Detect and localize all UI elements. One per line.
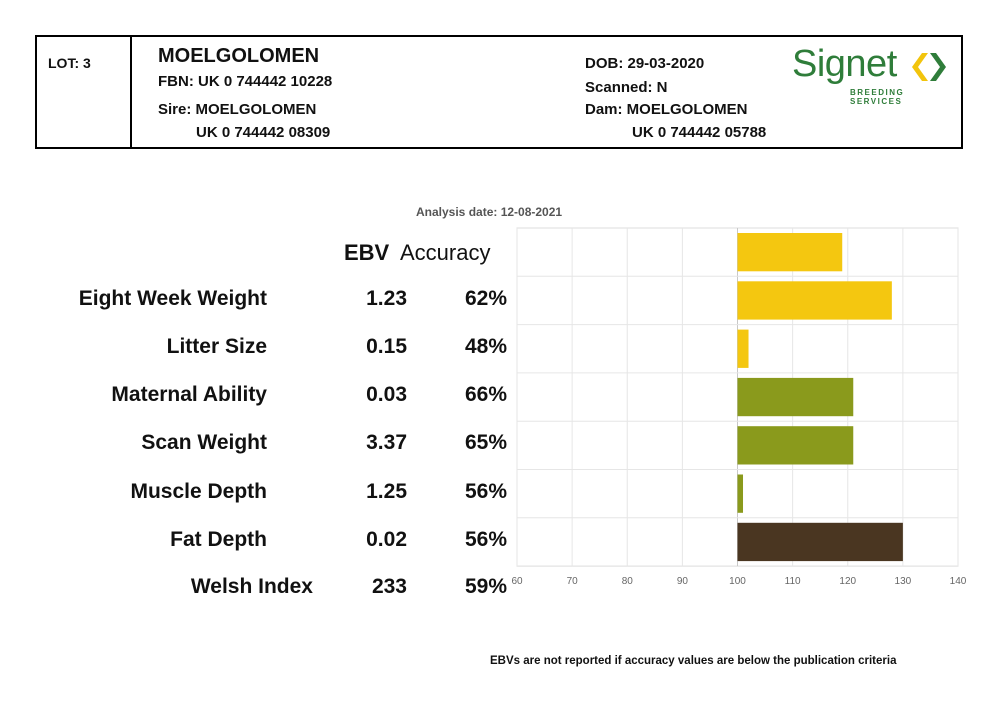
trait-label: Fat Depth <box>170 528 267 551</box>
x-tick-label: 130 <box>895 576 912 587</box>
accuracy-column-header: Accuracy <box>400 240 491 265</box>
animal-header: LOT: 3 MOELGOLOMEN FBN: UK 0 744442 1022… <box>35 35 963 149</box>
ebv-value: 1.23 <box>366 287 407 310</box>
accuracy-value: 56% <box>464 528 507 551</box>
x-tick-label: 60 <box>511 576 523 587</box>
lot-cell: LOT: 3 <box>37 37 132 147</box>
signet-logo: Signet BREEDING SERVICES <box>792 43 952 106</box>
x-tick-label: 110 <box>785 576 801 587</box>
sire-name: Sire: MOELGOLOMEN <box>158 101 317 118</box>
bar-welsh-index <box>737 522 903 562</box>
x-tick-label: 100 <box>729 576 746 587</box>
bar-scan-weight <box>737 377 854 417</box>
bar-eight-week-weight <box>737 233 843 272</box>
bar-maternal-ability <box>737 329 749 368</box>
lot-number: LOT: 3 <box>48 55 91 71</box>
date-of-birth: DOB: 29-03-2020 <box>585 55 705 72</box>
ebv-value: 0.03 <box>366 383 407 406</box>
ebv-value: 0.15 <box>366 335 407 358</box>
ebv-column-header: EBV <box>344 240 390 265</box>
x-tick-label: 120 <box>839 576 856 587</box>
ebv-value: 3.37 <box>366 431 407 454</box>
accuracy-value: 66% <box>464 383 507 406</box>
accuracy-value: 59% <box>464 575 507 598</box>
accuracy-value: 48% <box>464 335 507 358</box>
logo-subtitle: BREEDING SERVICES <box>850 88 905 106</box>
ebv-value: 233 <box>371 575 407 598</box>
scanned-status: Scanned: N <box>585 79 668 96</box>
accuracy-value: 56% <box>464 480 507 503</box>
trait-label: Scan Weight <box>141 431 267 454</box>
flock-book-number: FBN: UK 0 744442 10228 <box>158 73 333 90</box>
logo-wordmark: Signet <box>792 43 897 85</box>
x-tick-label: 70 <box>567 576 579 587</box>
bar-fat-depth <box>737 474 744 513</box>
dam-id: UK 0 744442 05788 <box>632 124 767 141</box>
animal-name: MOELGOLOMEN <box>158 45 320 67</box>
trait-label: Maternal Ability <box>111 383 267 406</box>
dam-name: Dam: MOELGOLOMEN <box>585 101 748 118</box>
x-tick-label: 90 <box>677 576 689 587</box>
footnote: EBVs are not reported if accuracy values… <box>490 655 897 667</box>
accuracy-value: 62% <box>464 287 507 310</box>
trait-label: Muscle Depth <box>130 480 267 503</box>
trait-label: Eight Week Weight <box>78 287 267 310</box>
ebv-value: 0.02 <box>366 528 407 551</box>
analysis-date: Analysis date: 12-08-2021 <box>416 205 563 219</box>
x-tick-label: 140 <box>950 576 967 587</box>
x-tick-label: 80 <box>622 576 634 587</box>
trait-label: Litter Size <box>166 335 267 358</box>
bar-muscle-depth <box>737 426 854 465</box>
sire-id: UK 0 744442 08309 <box>196 124 331 141</box>
accuracy-value: 65% <box>464 431 507 454</box>
ebv-value: 1.25 <box>366 480 407 503</box>
trait-label: Welsh Index <box>190 575 313 598</box>
bar-litter-size <box>737 281 892 320</box>
chevron-logo-icon <box>912 53 946 81</box>
